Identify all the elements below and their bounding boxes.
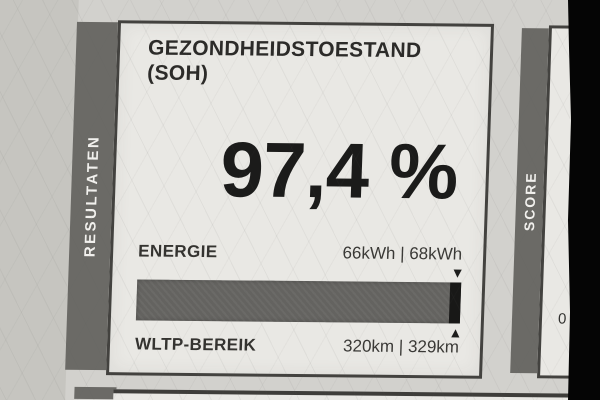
soh-gauge-position-tip: [448, 282, 462, 324]
soh-card-content: GEZONDHEIDSTOESTAND (SOH) 97,4 % ENERGIE…: [109, 23, 491, 375]
soh-percentage-value: 97,4 %: [219, 125, 459, 216]
next-section-card-fragment: [113, 389, 592, 400]
energy-label: ENERGIE: [137, 241, 218, 262]
wltp-range-value: 320km | 329km: [342, 336, 460, 357]
soh-gauge-bar: [135, 279, 462, 324]
photo-right-letterbox: [568, 0, 600, 400]
score-card-edge-fragment: 0: [557, 310, 567, 328]
wltp-range-row: WLTP-BEREIK 320km | 329km: [135, 334, 460, 357]
next-section-sidebar-fragment: [74, 386, 117, 400]
wltp-range-label: WLTP-BEREIK: [134, 334, 257, 355]
soh-card: GEZONDHEIDSTOESTAND (SOH) 97,4 % ENERGIE…: [105, 20, 495, 379]
soh-title-line1: GEZONDHEIDSTOESTAND: [147, 36, 422, 63]
gauge-marker-down-icon: ▼: [450, 264, 465, 281]
score-sidebar-label: SCORE: [520, 170, 539, 231]
energy-value: 66kWh | 68kWh: [342, 243, 463, 264]
energy-row: ENERGIE 66kWh | 68kWh: [138, 241, 463, 264]
soh-card-title: GEZONDHEIDSTOESTAND (SOH): [147, 37, 422, 89]
soh-title-line2: (SOH): [146, 61, 209, 85]
results-sidebar-label: RESULTATEN: [80, 134, 103, 258]
